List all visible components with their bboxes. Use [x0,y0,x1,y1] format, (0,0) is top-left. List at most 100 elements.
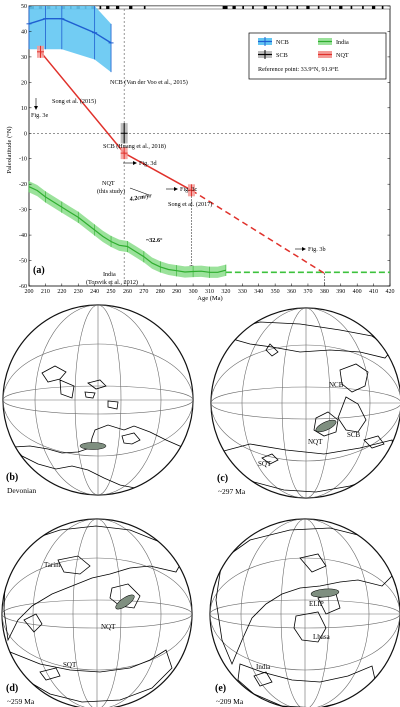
india-band [29,181,226,278]
polarity-block [339,6,343,9]
map-c-text-ncb: NCB [329,381,344,389]
ann-nqt: NQT [102,180,115,187]
x-tick-label: 420 [386,289,395,295]
polarity-block [252,6,254,9]
y-tick-label: -40 [19,233,27,239]
annotations: NCB (Van der Voo et al., 2015) Song et a… [31,79,326,286]
ncb-band [29,6,112,73]
y-tick-label: 50 [21,4,27,10]
x-tick-label: 320 [221,289,230,295]
x-tick-label: 410 [369,289,378,295]
graticule-b [3,305,193,495]
polarity-block [242,6,244,9]
ann-this-study: (this study) [97,188,125,195]
y-tick-label: -50 [19,259,27,265]
ann-india: India [103,271,116,278]
graticule-c [211,308,400,498]
polarity-block [371,6,376,9]
polarity-block [317,6,320,9]
map-d-subtitle: ~259 Ma [7,697,35,706]
ann-scb: SCB (Huang et al., 2018) [103,143,166,150]
map-e-subtitle: ~209 Ma [216,697,244,706]
map-c-label: (c) [217,473,228,484]
rate-arrow [129,187,150,196]
x-tick-label: 230 [74,289,83,295]
ann-fig3e: Fig. 3e [31,112,48,119]
ann-rate: 4.2cm/yr [128,192,153,203]
paleolatitude-chart: 200 210 220 230 240 250 260 270 280 290 300 310 320 3… [6,4,395,302]
ann-fig3d: Fig. 3d [139,160,157,167]
map-d-text-tarim: Tarim [44,561,61,569]
map-c: NCB NQT SCB SQT (c) ~297 Ma [210,307,400,499]
polarity-block [286,6,289,9]
landmass-e [215,527,395,707]
map-d-text-nqt: NQT [101,623,116,631]
legend: NCB India SCB NQT Reference point: 33.9°… [248,32,387,80]
y-tick-label: 0 [24,131,27,137]
y-tick-label: -30 [19,208,27,214]
ann-torsvik: (Torsvik et al., 2012) [86,279,138,286]
ann-fig3b: Fig. 3b [308,246,326,253]
y-ticks: 50 40 30 20 10 0 -10 -20 -30 -40 -50 -60 [19,4,390,290]
arrowhead-fig3c [174,187,178,191]
arrowhead-fig3e [34,106,38,110]
x-tick-label: 400 [353,289,362,295]
x-tick-label: 280 [156,289,165,295]
y-tick-label: 10 [21,106,27,112]
arrowhead-fig3d [133,161,137,165]
highlight-e [310,588,340,598]
landmass-d [3,525,185,703]
ann-song-2017: Song et al. (2017) [168,201,212,208]
x-axis-label: Age (Ma) [197,295,222,302]
y-tick-label: 20 [21,80,27,86]
x-tick-label: 270 [139,289,148,295]
polarity-block [263,6,267,9]
polarity-block [329,6,331,9]
graticule-d [2,519,192,707]
map-c-text-scb: SCB [347,431,361,439]
x-tick-label: 200 [25,289,34,295]
polarity-block [115,6,120,9]
x-tick-label: 390 [336,289,345,295]
x-tick-label: 380 [320,289,329,295]
nqt-projection-dashed [191,189,325,274]
polarity-block [106,6,110,9]
map-d-text-sqt: SQT [63,661,77,669]
legend-label-nqt: NQT [336,52,349,59]
arrowhead-fig3b [302,247,306,251]
x-tick-label: 340 [254,289,263,295]
y-tick-label: -20 [19,182,27,188]
y-tick-label: 30 [21,55,27,61]
y-tick-label: 40 [21,29,27,35]
highlight-b [79,442,107,450]
x-tick-label: 290 [172,289,181,295]
polarity-block [99,6,102,9]
ann-song-2015: Song et al. (2015) [52,98,96,105]
map-e: ELIP Lhasa India (e) ~209 Ma [209,518,400,707]
map-b-subtitle: Devonian [7,486,36,495]
landmass-b [13,365,193,490]
polarity-block [350,6,353,9]
map-c-text-sqt: SQT [258,460,272,468]
map-e-label: (e) [215,683,226,694]
ann-ncb: NCB (Van der Voo et al., 2015) [110,79,188,86]
legend-reference: Reference point: 33.9°N, 91.9°E [258,66,339,73]
polarity-block [275,6,277,9]
map-e-text-india: India [256,663,271,671]
polarity-block [362,6,364,9]
highlight-c [315,419,337,433]
x-tick-label: 350 [271,289,280,295]
legend-label-ncb: NCB [276,39,289,46]
x-tick-label: 370 [303,289,312,295]
map-e-text-lhasa: Lhasa [313,633,331,641]
x-tick-label: 220 [57,289,66,295]
polarity-block [222,6,228,9]
x-tick-label: 260 [123,289,132,295]
y-axis-label: Paleolatitude (°N) [6,126,13,173]
legend-label-india: India [336,39,349,46]
map-c-text-nqt: NQT [308,438,323,446]
y-tick-label: -60 [19,284,27,290]
x-tick-label: 360 [287,289,296,295]
x-tick-label: 250 [107,289,116,295]
polarity-block [381,6,384,9]
